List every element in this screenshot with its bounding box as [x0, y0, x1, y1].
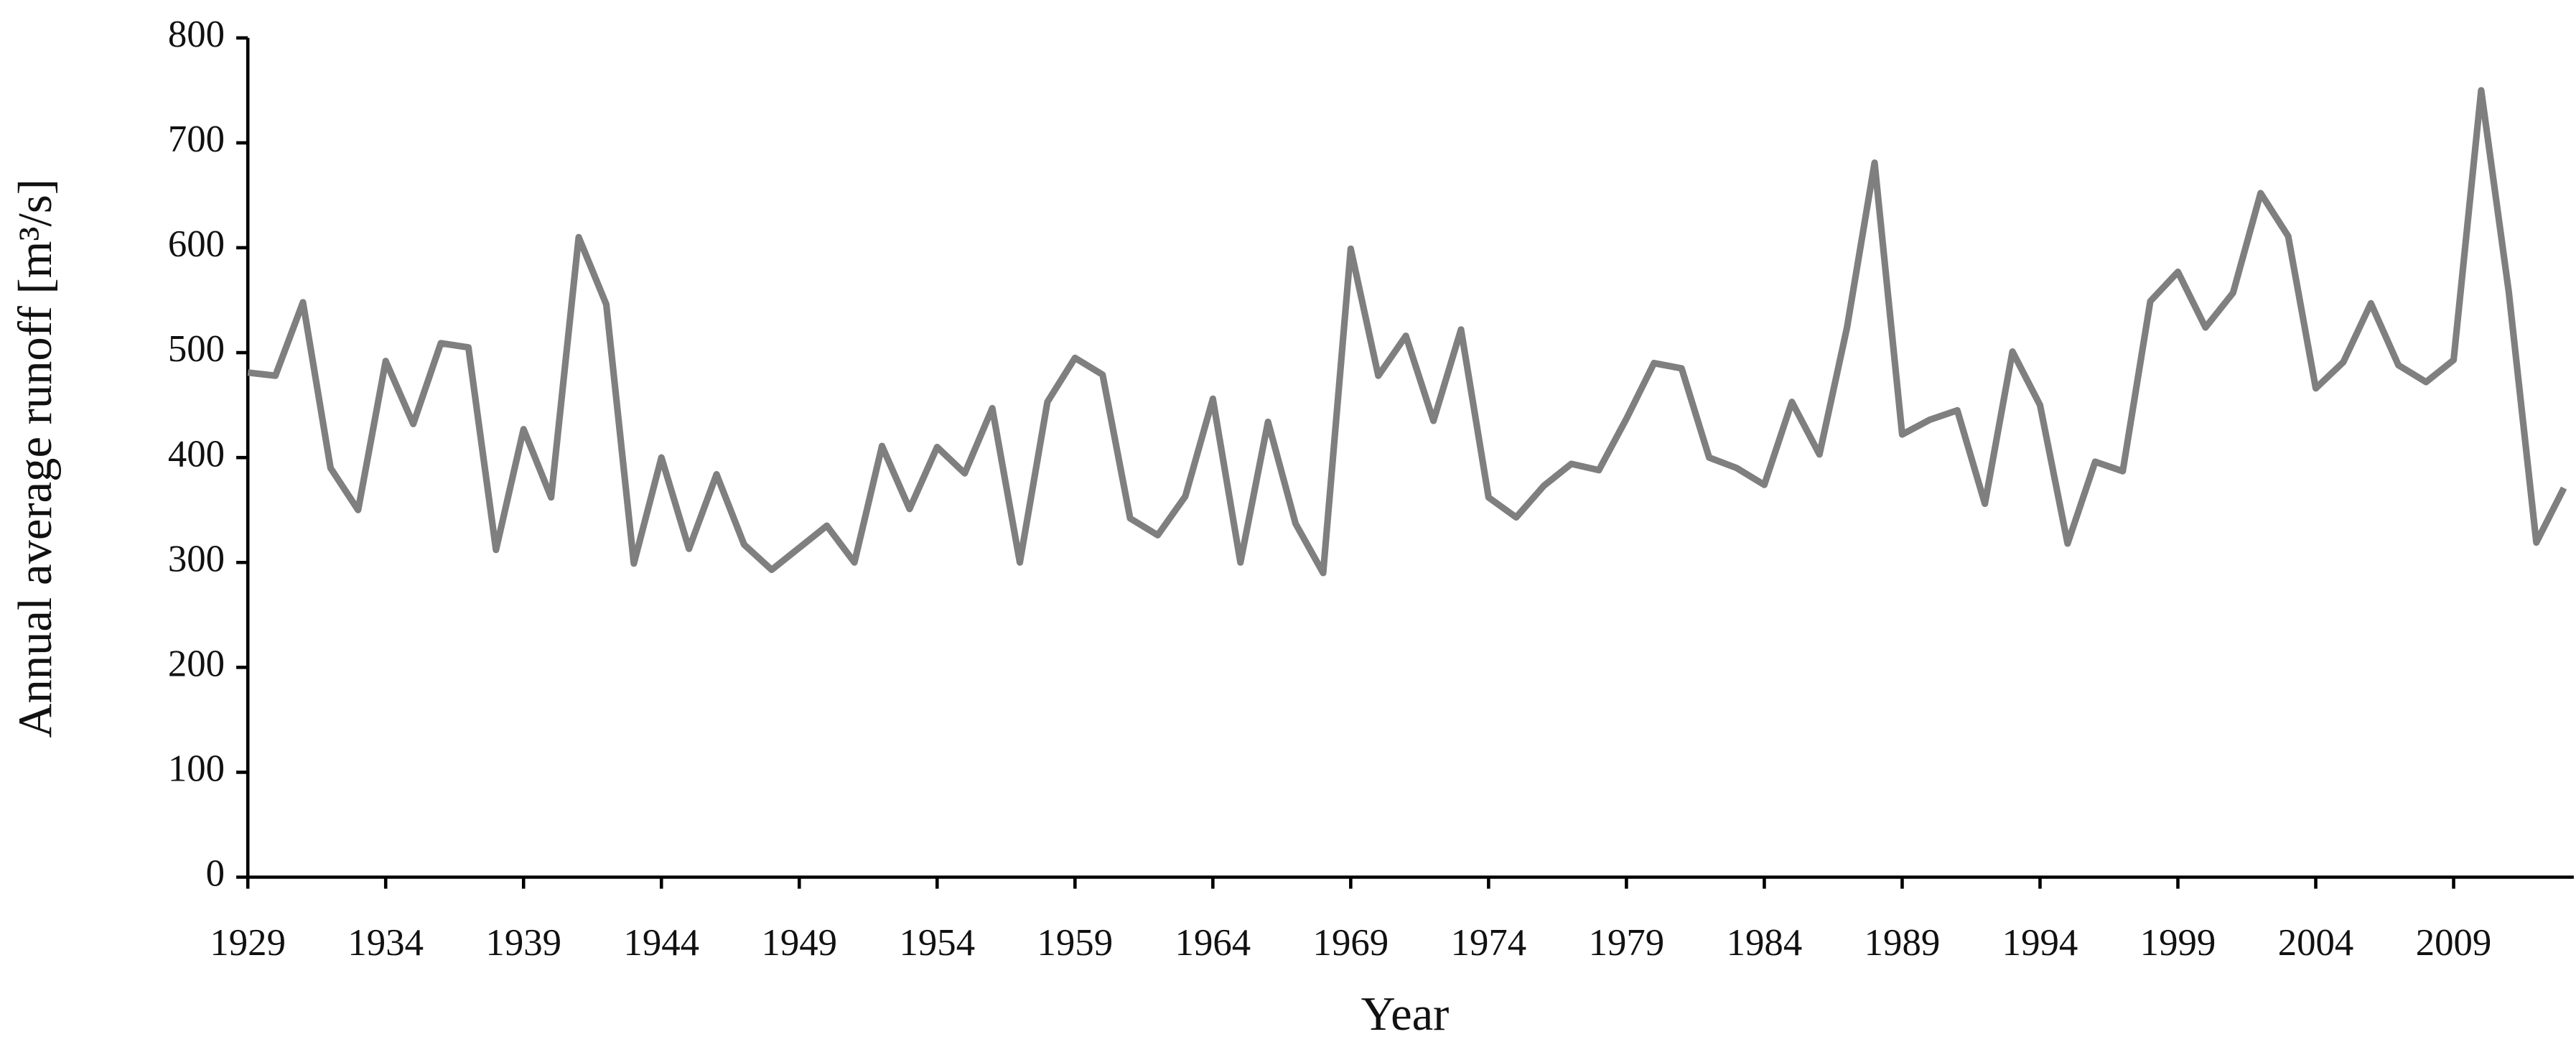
y-tick-label: 800 [168, 14, 225, 55]
x-tick-label: 1944 [623, 922, 699, 964]
x-tick-label: 2004 [2278, 922, 2354, 964]
y-tick-label: 300 [168, 538, 225, 580]
y-tick-label: 500 [168, 328, 225, 370]
x-tick-label: 1959 [1037, 922, 1114, 964]
x-tick-label: 1989 [1865, 922, 1941, 964]
data-line [247, 87, 2567, 577]
y-tick-label: 100 [168, 748, 225, 790]
x-tick-label: 2009 [2416, 922, 2492, 964]
y-tick-label: 400 [168, 433, 225, 475]
x-tick-label: 1929 [210, 922, 286, 964]
x-axis-title: Year [1361, 988, 1450, 1041]
y-tick-label: 700 [168, 118, 225, 160]
x-tick-label: 1934 [347, 922, 424, 964]
x-tick-label: 1964 [1175, 922, 1251, 964]
x-tick-label: 1954 [899, 922, 975, 964]
y-tick-label: 600 [168, 223, 225, 265]
y-tick-label: 0 [206, 853, 225, 895]
x-tick-label: 1994 [2002, 922, 2078, 964]
x-tick-label: 1979 [1589, 922, 1665, 964]
x-tick-label: 1939 [485, 922, 561, 964]
x-tick-label: 1969 [1313, 922, 1389, 964]
y-axis-title: Annual average runoff [m³/s] [9, 179, 62, 738]
y-tick-label: 200 [168, 643, 225, 684]
x-tick-label: 1949 [761, 922, 837, 964]
x-tick-label: 1999 [2140, 922, 2216, 964]
x-tick-label: 1984 [1727, 922, 1803, 964]
x-tick-label: 1974 [1451, 922, 1527, 964]
